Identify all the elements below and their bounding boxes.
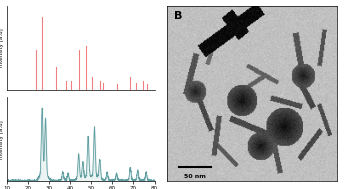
- Y-axis label: Intensity [a.u]: Intensity [a.u]: [0, 29, 4, 67]
- Y-axis label: Intensity [a.u]: Intensity [a.u]: [0, 120, 4, 159]
- Text: B: B: [174, 11, 182, 21]
- Text: 50 nm: 50 nm: [184, 174, 206, 179]
